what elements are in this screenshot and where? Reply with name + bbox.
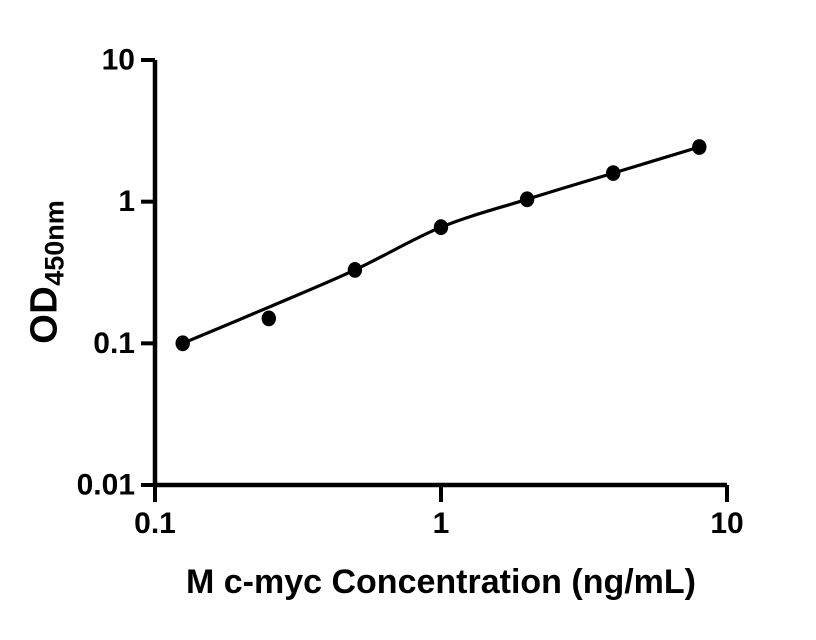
data-point-marker: [692, 139, 707, 155]
x-tick-label: 0.1: [134, 507, 176, 540]
data-point-marker: [175, 335, 190, 352]
x-tick-label: 1: [433, 507, 450, 540]
fit-curve-line: [182, 145, 700, 345]
axis-frame: [152, 60, 727, 488]
data-point-marker: [433, 219, 449, 236]
y-axis-title-main: OD: [23, 285, 66, 344]
data-point-marker: [519, 191, 535, 208]
data-point-marker: [261, 310, 276, 327]
x-axis-title: M c-myc Concentration (ng/mL): [185, 563, 697, 601]
y-axis-title-subscript: 450nm: [39, 200, 70, 286]
y-tick-label: 0.1: [93, 327, 135, 360]
y-tick-label: 0.01: [77, 469, 135, 502]
data-point-marker: [347, 262, 363, 278]
data-point-marker: [606, 165, 621, 182]
y-tick-label: 10: [102, 44, 135, 77]
y-axis-title: OD450nm: [24, 200, 71, 344]
x-tick-label: 10: [710, 507, 743, 540]
y-tick-label: 1: [118, 185, 135, 218]
